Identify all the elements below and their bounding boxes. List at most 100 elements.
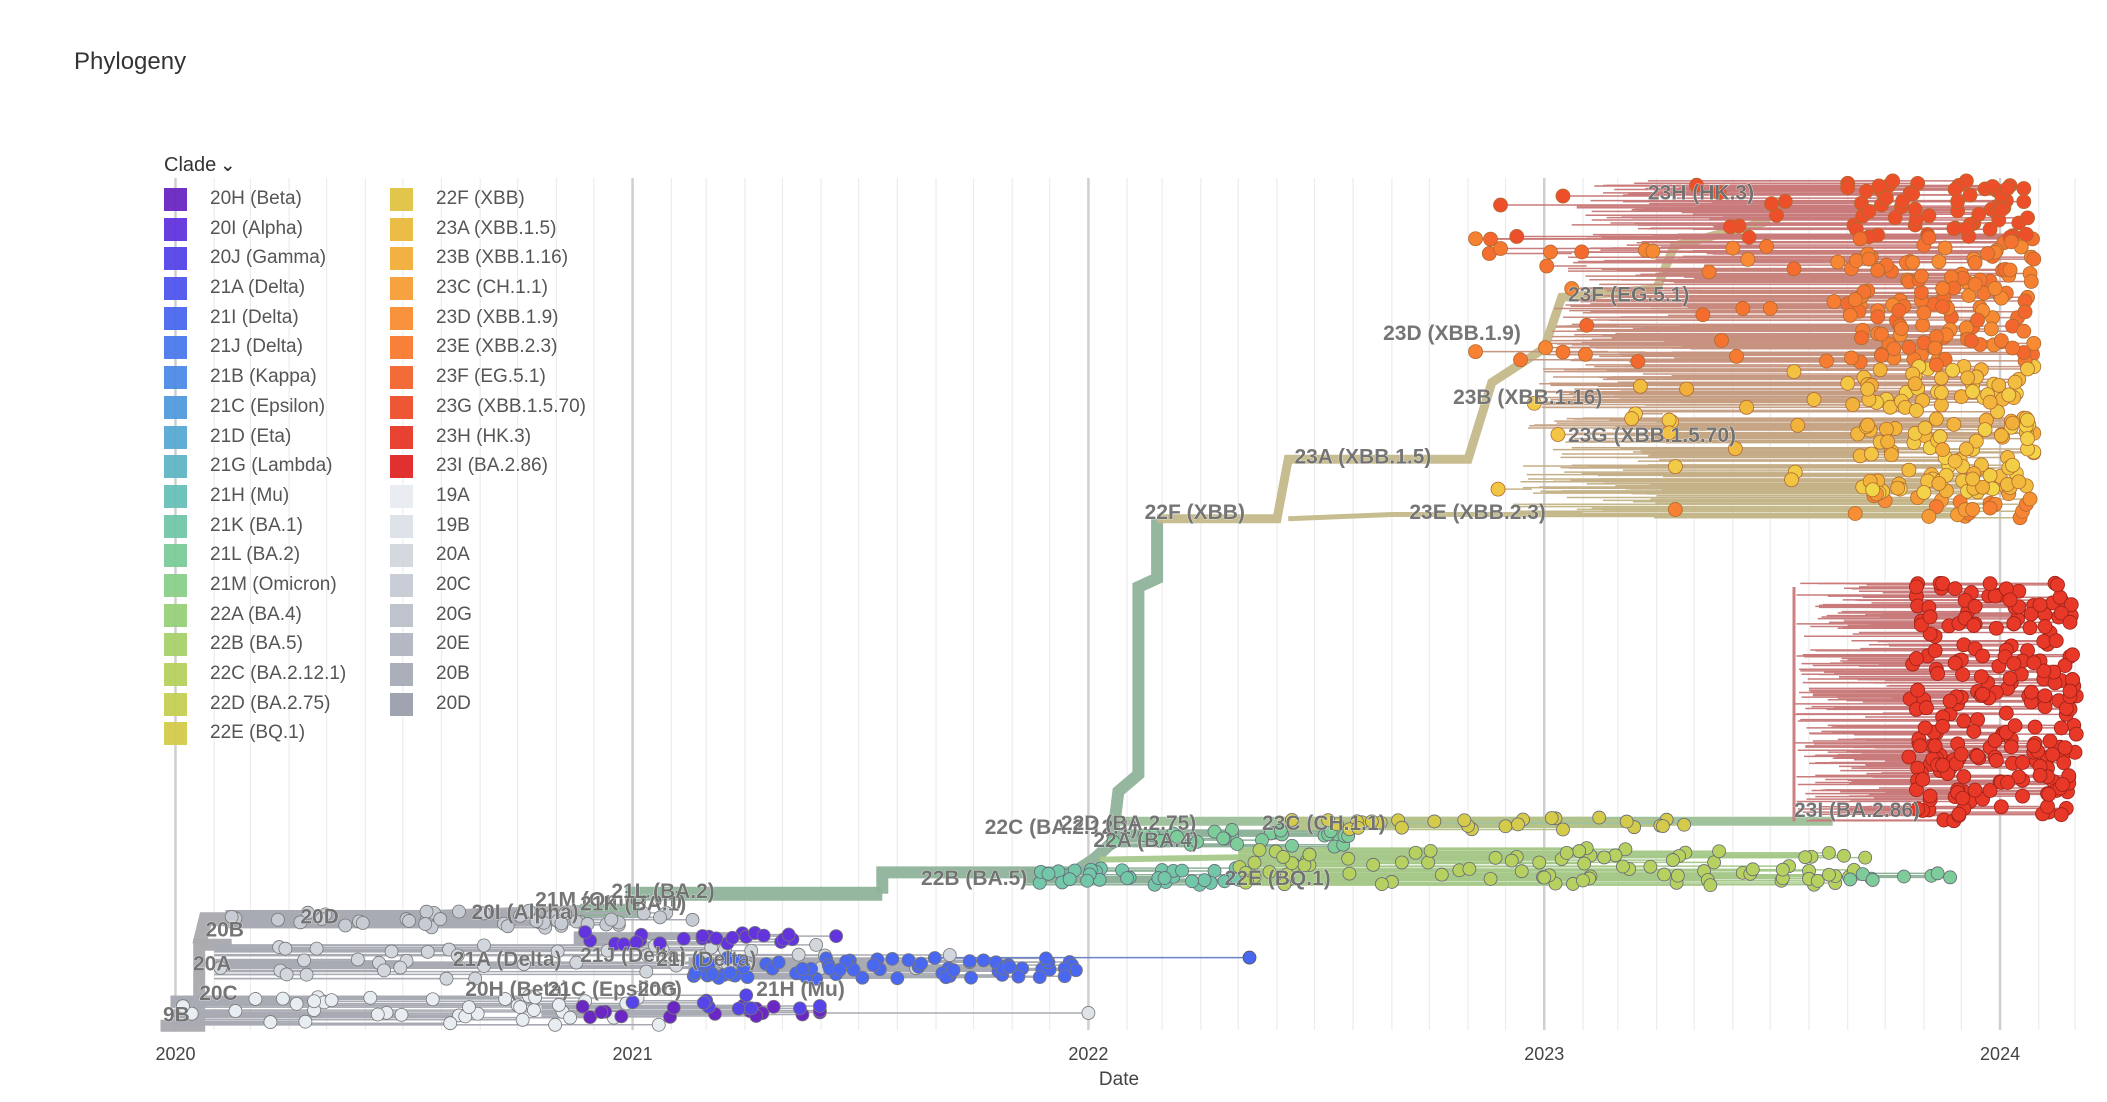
legend-item[interactable]: 22F (XBB)	[390, 186, 610, 216]
tree-tip[interactable]	[2020, 210, 2035, 226]
tree-tip[interactable]	[625, 995, 640, 1010]
tree-tip[interactable]	[2017, 304, 2033, 320]
tree-tips[interactable]	[176, 173, 2084, 1032]
tree-tip[interactable]	[1579, 317, 1595, 333]
legend-item[interactable]: 21B (Kappa)	[164, 364, 384, 394]
legend-item[interactable]: 22B (BA.5)	[164, 631, 384, 661]
tree-tip[interactable]	[1991, 377, 2007, 393]
tree-tip[interactable]	[1197, 873, 1212, 888]
tree-tip[interactable]	[1962, 187, 1978, 203]
tree-tip[interactable]	[1714, 333, 1729, 348]
tree-tip[interactable]	[1845, 397, 1861, 412]
tree-tip[interactable]	[1739, 399, 1754, 415]
tree-tip[interactable]	[1861, 204, 1877, 219]
tree-tip[interactable]	[1661, 425, 1677, 441]
tree-tip[interactable]	[324, 993, 339, 1008]
tree-tip[interactable]	[1916, 485, 1932, 500]
tree-tip[interactable]	[1961, 288, 1977, 303]
legend-title[interactable]: Clade ⌄	[164, 154, 235, 177]
tree-tip[interactable]	[1908, 651, 1924, 666]
tree-tip[interactable]	[1062, 872, 1077, 887]
tree-tip[interactable]	[1157, 871, 1172, 885]
tree-tip[interactable]	[1725, 240, 1741, 256]
tree-tip[interactable]	[1963, 333, 1979, 349]
tree-tip[interactable]	[1887, 210, 1903, 226]
tree-tip[interactable]	[1928, 499, 1944, 515]
tree-tip[interactable]	[1633, 378, 1648, 394]
tree-tip[interactable]	[1890, 480, 1906, 496]
tree-tip[interactable]	[1907, 376, 1923, 392]
tree-tip[interactable]	[1901, 462, 1917, 478]
tree-tip[interactable]	[2026, 335, 2042, 351]
tree-tip[interactable]	[1935, 576, 1951, 591]
tree-tip[interactable]	[2015, 755, 2030, 770]
tree-tip[interactable]	[1905, 255, 1921, 270]
tree-tip[interactable]	[962, 954, 977, 969]
tree-tip[interactable]	[1917, 720, 1933, 736]
tree-branch[interactable]	[580, 886, 883, 918]
tree-tip[interactable]	[1002, 960, 1017, 974]
tree-tip[interactable]	[1921, 208, 1937, 224]
tree-tip[interactable]	[1740, 252, 1756, 267]
tree-tip[interactable]	[550, 944, 565, 959]
tree-tip[interactable]	[2002, 262, 2018, 278]
tree-tip[interactable]	[1190, 834, 1204, 849]
tree-tip[interactable]	[2016, 194, 2032, 210]
tree-tip[interactable]	[1488, 850, 1503, 865]
tree-tip[interactable]	[832, 962, 847, 977]
tree-tip[interactable]	[2056, 755, 2072, 771]
tree-tip[interactable]	[1427, 814, 1442, 829]
tree-tip[interactable]	[393, 960, 408, 975]
tree-tip[interactable]	[2062, 614, 2078, 630]
tree-tip[interactable]	[1032, 970, 1047, 985]
tree-tip[interactable]	[2050, 577, 2065, 593]
tree-tip[interactable]	[1041, 866, 1056, 881]
tree-tip[interactable]	[781, 927, 796, 942]
tree-tip[interactable]	[1806, 392, 1822, 407]
tree-tip[interactable]	[2005, 340, 2020, 356]
tree-tip[interactable]	[1927, 738, 1943, 754]
tree-tip[interactable]	[1967, 782, 1983, 798]
tree-tip[interactable]	[1865, 482, 1881, 498]
legend-item[interactable]: 22D (BA.2.75)	[164, 691, 384, 721]
tree-tip[interactable]	[2048, 633, 2064, 649]
tree-tip[interactable]	[363, 990, 378, 1005]
tree-tip[interactable]	[1993, 428, 2009, 443]
tree-tip[interactable]	[1511, 817, 1525, 832]
tree-tip[interactable]	[1993, 799, 2009, 815]
legend-item[interactable]: 21L (BA.2)	[164, 542, 384, 572]
tree-tip[interactable]	[1945, 362, 1961, 378]
tree-tip[interactable]	[293, 915, 308, 930]
tree-tip[interactable]	[723, 965, 737, 980]
tree-tip[interactable]	[1967, 599, 1983, 614]
tree-tip[interactable]	[1509, 229, 1525, 244]
tree-tip[interactable]	[1912, 738, 1928, 754]
tree-tip[interactable]	[575, 999, 590, 1014]
tree-tip[interactable]	[666, 1000, 681, 1015]
tree-tip[interactable]	[1885, 173, 1901, 189]
legend-item[interactable]: 20E	[390, 631, 610, 661]
tree-tip[interactable]	[355, 916, 370, 930]
tree-tip[interactable]	[2053, 807, 2069, 823]
tree-tip[interactable]	[1958, 441, 1974, 457]
legend-item[interactable]: 21M (Omicron)	[164, 572, 384, 602]
tree-tip[interactable]	[1975, 648, 1990, 664]
tree-tip[interactable]	[809, 937, 824, 952]
tree-tip[interactable]	[500, 919, 515, 934]
tree-tip[interactable]	[1861, 251, 1877, 267]
tree-tip[interactable]	[739, 988, 754, 1003]
tree-tip[interactable]	[1975, 479, 1990, 495]
tree-tip[interactable]	[1185, 874, 1199, 889]
tree-tip[interactable]	[1847, 292, 1863, 308]
tree-tip[interactable]	[300, 905, 315, 920]
tree-tip[interactable]	[1958, 221, 1974, 237]
legend-item[interactable]: 23I (BA.2.86)	[390, 453, 610, 483]
tree-tip[interactable]	[1840, 180, 1856, 196]
tree-tip[interactable]	[1971, 206, 1987, 222]
tree-tip[interactable]	[1701, 264, 1717, 280]
legend-item[interactable]: 20B	[390, 661, 610, 691]
tree-tip[interactable]	[1935, 299, 1951, 315]
tree-tip[interactable]	[1457, 813, 1472, 828]
tree-tip[interactable]	[685, 912, 700, 927]
tree-tip[interactable]	[1886, 341, 1902, 357]
